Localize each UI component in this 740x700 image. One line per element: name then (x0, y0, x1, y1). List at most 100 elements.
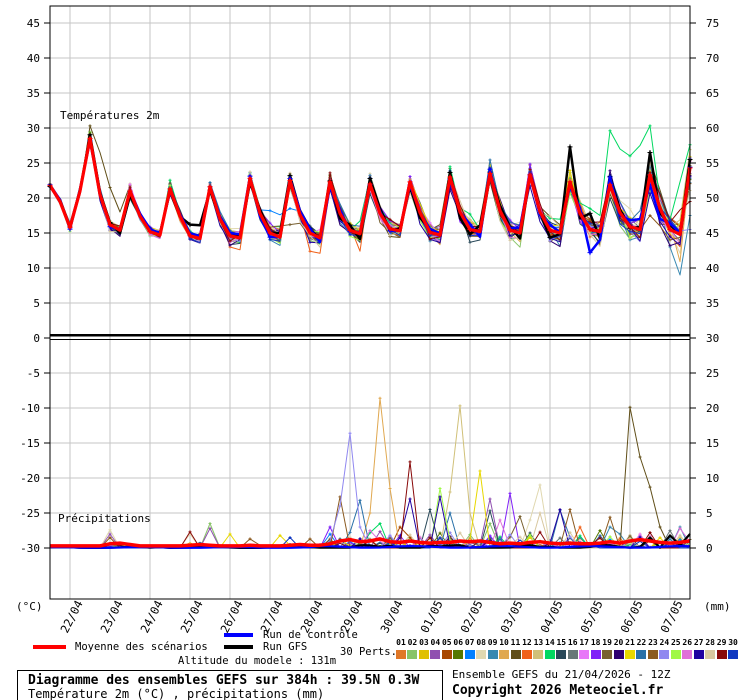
member-color-swatch (556, 650, 567, 659)
member-number: 12 (522, 638, 532, 647)
member-color-swatch (430, 650, 441, 659)
member-number: 29 (716, 638, 727, 647)
member-number: 11 (510, 638, 521, 647)
legend-control-label: Run de contrôle (263, 629, 358, 641)
ensemble-chart: 454035302520151050-5-10-15-20-25-3075706… (16, 5, 731, 635)
axis-tick-label: 30 (27, 122, 40, 135)
axis-tick-label: 50 (706, 192, 719, 205)
legend-mean-label: Moyenne des scénarios (75, 641, 208, 653)
axis-tick-label: 40 (27, 52, 40, 65)
member-color-swatch (407, 650, 418, 659)
member-number: 30 (728, 638, 738, 647)
member-number: 10 (499, 638, 509, 647)
member-color-swatch (510, 650, 521, 659)
legend-gfs-label: Run GFS (263, 641, 308, 653)
member-number: 08 (476, 638, 486, 647)
member-color-swatch (705, 650, 716, 659)
x-axis-date-label: 04/05 (537, 598, 565, 635)
axis-tick-label: 20 (706, 402, 719, 415)
axis-tick-label: 55 (706, 157, 719, 170)
member-color-swatch (499, 650, 510, 659)
axis-tick-label: 25 (706, 367, 719, 380)
axis-tick-label: 45 (706, 227, 719, 240)
axis-tick-label: 10 (27, 262, 40, 275)
footer-title-box: Diagramme des ensembles GEFS sur 384h : … (17, 670, 443, 700)
member-color-swatch (625, 650, 635, 659)
x-axis-date-label: 22/04 (57, 598, 85, 635)
member-color-swatch (544, 650, 555, 659)
axis-tick-label: -10 (20, 402, 40, 415)
x-axis-date-label: 06/05 (617, 598, 645, 635)
axis-tick-label: 75 (706, 17, 719, 30)
axis-tick-label: 65 (706, 87, 719, 100)
axis-tick-label: 45 (27, 17, 40, 30)
member-number: 06 (453, 638, 464, 647)
member-number: 18 (590, 638, 601, 647)
axis-tick-label: 35 (27, 87, 40, 100)
member-number: 05 (441, 638, 452, 647)
left-axis-unit: (°C) (16, 600, 43, 613)
member-color-swatch (418, 650, 429, 659)
member-number: 01 (396, 638, 406, 647)
axis-tick-label: 10 (706, 472, 719, 485)
x-axis-date-label: 01/05 (417, 598, 445, 635)
axis-tick-label: -20 (20, 472, 40, 485)
axis-tick-label: 25 (27, 157, 40, 170)
x-axis-date-label: 25/04 (177, 598, 205, 635)
member-color-swatch (441, 650, 452, 659)
copyright: Copyright 2026 Meteociel.fr (452, 683, 664, 698)
member-number: 22 (636, 638, 647, 647)
precipitation-section-label: Précipitations (58, 512, 151, 525)
member-number: 04 (430, 638, 441, 647)
x-axis-date-label: 05/05 (577, 598, 605, 635)
member-color-swatch (728, 650, 739, 659)
member-color-swatch (464, 650, 475, 659)
altitude-note: Altitude du modele : 131m (178, 655, 337, 667)
member-color-swatch (533, 650, 544, 659)
member-color-swatch (567, 650, 578, 659)
legend-control-swatch (224, 633, 253, 637)
member-number: 20 (613, 638, 624, 647)
member-color-swatch (476, 650, 487, 659)
member-number: 24 (659, 638, 670, 647)
member-color-swatch (636, 650, 647, 659)
axis-tick-label: 0 (33, 332, 40, 345)
member-number: 26 (682, 638, 693, 647)
member-number: 15 (556, 638, 567, 647)
member-color-swatch (590, 650, 601, 659)
axis-tick-label: -15 (20, 437, 40, 450)
member-color-swatch (453, 650, 464, 659)
member-color-swatch (716, 650, 727, 659)
member-number: 03 (419, 638, 429, 647)
member-number: 28 (705, 638, 715, 647)
axis-tick-label: 30 (706, 332, 719, 345)
member-color-swatch (647, 650, 658, 659)
axis-tick-label: 20 (27, 192, 40, 205)
axis-tick-label: 35 (706, 297, 719, 310)
axis-tick-label: 70 (706, 52, 719, 65)
member-color-swatch (670, 650, 681, 659)
chart-layers: 454035302520151050-5-10-15-20-25-3075706… (20, 5, 719, 635)
member-color-swatch (602, 650, 613, 659)
member-color-swatch (682, 650, 693, 659)
member-color-swatch (693, 650, 704, 659)
axis-tick-label: -30 (20, 542, 40, 555)
legend-perts-label: 30 Perts. (340, 646, 397, 658)
right-axis-unit: (mm) (704, 600, 731, 613)
axis-tick-label: 40 (706, 262, 719, 275)
axis-tick-label: 15 (27, 227, 40, 240)
axis-tick-label: 5 (33, 297, 40, 310)
member-number: 23 (648, 638, 658, 647)
member-number: 13 (533, 638, 544, 647)
member-number: 17 (579, 638, 589, 647)
axis-tick-label: 0 (706, 542, 713, 555)
x-axis-date-label: 23/04 (97, 598, 125, 635)
member-number: 21 (625, 638, 635, 647)
footer-title: Diagramme des ensembles GEFS sur 384h : … (28, 673, 420, 688)
member-number: 27 (693, 638, 704, 647)
member-number: 19 (602, 638, 612, 647)
x-axis-date-label: 03/05 (497, 598, 525, 635)
axis-tick-label: 60 (706, 122, 719, 135)
axis-tick-label: -25 (20, 507, 40, 520)
